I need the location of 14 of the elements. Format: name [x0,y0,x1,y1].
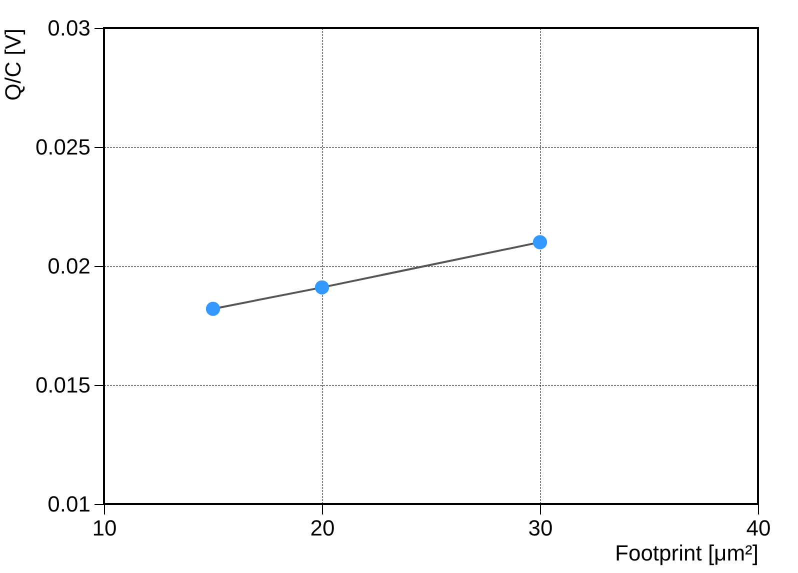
y-tick-label: 0.015 [35,372,90,398]
point [314,280,330,294]
point [532,235,548,250]
x-axis-title: Footprint [μm²] [615,540,758,566]
x-tick-label: 40 [746,516,771,540]
x-tick-label: 20 [310,516,335,540]
y-axis-title: Q/C [V] [0,28,26,101]
y-tick-label: 0.01 [48,492,90,516]
x-tick-label: 10 [92,516,117,540]
point [206,302,220,316]
x-tick-label: 30 [528,516,553,540]
y-tick-label: 0.025 [35,134,90,160]
y-tick-label: 0.03 [48,16,90,40]
y-tick-label: 0.02 [48,254,90,278]
